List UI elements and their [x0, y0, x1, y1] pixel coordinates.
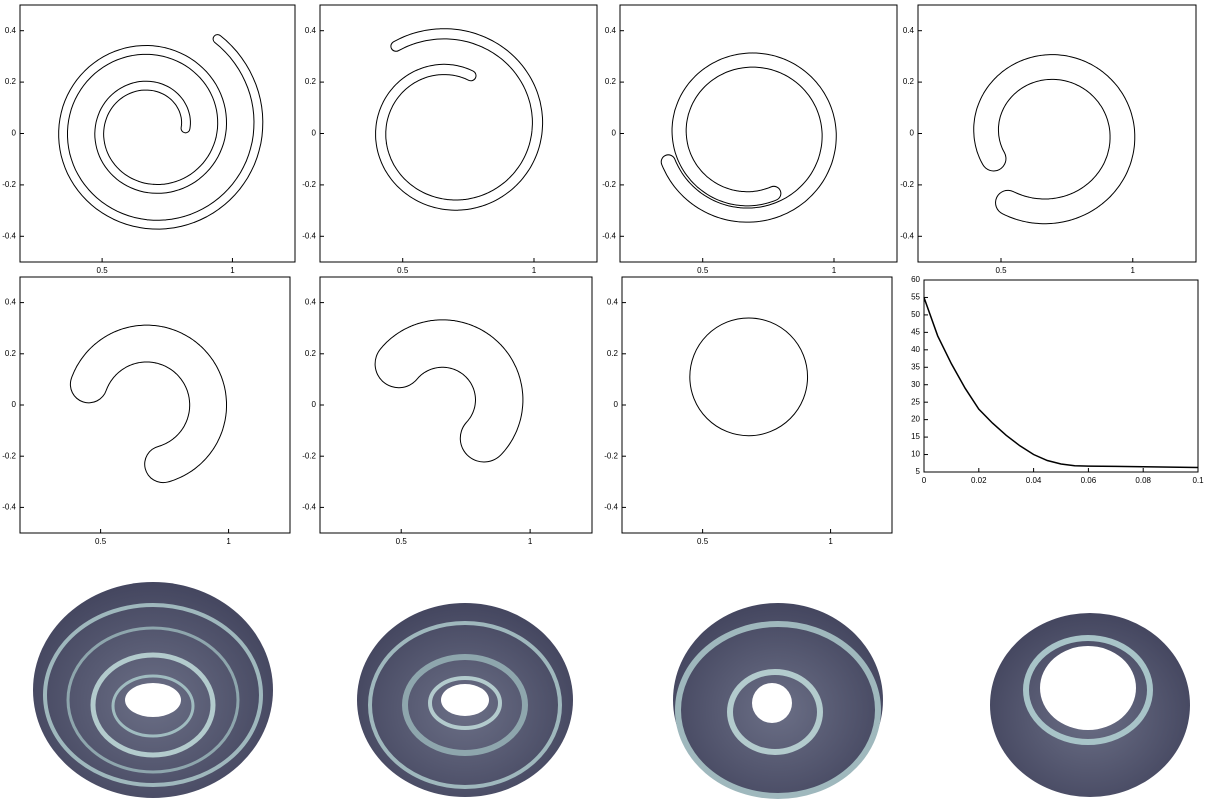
x-tick-label: 1: [230, 266, 235, 275]
y-tick-label: -0.4: [302, 231, 316, 240]
y-tick-label: 0.4: [305, 26, 317, 35]
y-tick-label: 5: [916, 467, 921, 476]
y-tick-label: -0.2: [302, 180, 316, 189]
x-tick-label: 0.5: [697, 537, 709, 546]
y-tick-label: -0.2: [302, 451, 316, 460]
y-tick-label: 0.4: [5, 298, 17, 307]
x-tick-label: 0.1: [1192, 476, 1204, 485]
x-tick-label: 0.5: [396, 537, 408, 546]
render-2: [357, 603, 573, 797]
x-tick-label: 1: [528, 537, 533, 546]
y-tick-label: 20: [911, 415, 920, 424]
curve-interior: [661, 53, 836, 222]
render-1: [33, 582, 273, 798]
y-tick-label: -0.2: [2, 180, 16, 189]
y-tick-label: 0: [12, 129, 17, 138]
y-tick-label: 10: [911, 450, 920, 459]
x-tick-label: 0.5: [397, 266, 409, 275]
y-tick-label: 0.4: [903, 26, 915, 35]
y-tick-label: 0: [12, 400, 17, 409]
y-tick-label: 0: [614, 400, 619, 409]
plot-frame: [621, 276, 893, 534]
x-tick-label: 1: [828, 537, 833, 546]
curve-interior: [70, 325, 227, 483]
y-tick-label: 0.4: [5, 26, 17, 35]
panel: 0.5 1 -0.4 -0.2 0 0.2 0.4: [900, 4, 1197, 275]
curve: [689, 317, 809, 437]
y-tick-label: 0: [312, 400, 317, 409]
y-tick-label: 45: [911, 327, 920, 336]
y-tick-label: -0.4: [604, 503, 618, 512]
x-tick-label: 0.5: [995, 266, 1007, 275]
plot-frame: [917, 4, 1197, 263]
x-tick-label: 0.02: [971, 476, 987, 485]
y-tick-label: -0.4: [2, 503, 16, 512]
y-tick-label: 25: [911, 397, 920, 406]
y-tick-label: 0.2: [5, 77, 17, 86]
curve-interior: [375, 320, 523, 462]
x-tick-label: 1: [832, 266, 837, 275]
x-tick-label: 1: [226, 537, 231, 546]
y-tick-label: 60: [911, 275, 920, 284]
plot-frame: [19, 276, 291, 534]
y-tick-label: -0.2: [604, 451, 618, 460]
x-tick-label: 1: [532, 266, 537, 275]
x-tick-label: 0.04: [1026, 476, 1042, 485]
plot-frame: [923, 279, 1199, 473]
y-tick-label: -0.2: [602, 180, 616, 189]
y-tick-label: 0: [910, 129, 915, 138]
y-tick-label: -0.2: [900, 180, 914, 189]
plot-frame: [319, 4, 598, 263]
y-tick-label: 0.2: [607, 349, 619, 358]
render-4: [990, 613, 1190, 797]
y-tick-label: 0.2: [5, 349, 17, 358]
panel: 0.5 1 -0.4 -0.2 0 0.2 0.4: [2, 4, 296, 275]
x-tick-label: 0.08: [1135, 476, 1151, 485]
y-tick-label: 40: [911, 345, 920, 354]
x-tick-label: 0.5: [697, 266, 709, 275]
panel: 0.5 1 -0.4 -0.2 0 0.2 0.4: [302, 4, 598, 275]
y-tick-label: 35: [911, 362, 920, 371]
panel: 0.5 1 -0.4 -0.2 0 0.2 0.4: [302, 276, 593, 546]
y-tick-label: 0.2: [903, 77, 915, 86]
panel: 0 0.02 0.04 0.06 0.08 0.1 5 10 15 20 25 30 35 40 45 50 5…: [911, 275, 1204, 485]
line: [923, 297, 1199, 469]
y-tick-label: 30: [911, 380, 920, 389]
y-tick-label: -0.2: [2, 451, 16, 460]
x-tick-label: 0: [922, 476, 927, 485]
y-tick-label: 50: [911, 310, 920, 319]
curve-interior: [59, 35, 263, 229]
y-tick-label: 0: [312, 129, 317, 138]
plot-frame: [619, 4, 898, 263]
y-tick-label: 0.4: [305, 298, 317, 307]
x-tick-label: 1: [1131, 266, 1136, 275]
panel: 0.5 1 -0.4 -0.2 0 0.2 0.4: [604, 276, 893, 546]
panel: 0.5 1 -0.4 -0.2 0 0.2 0.4: [602, 4, 898, 275]
curve-interior: [376, 29, 543, 210]
x-tick-label: 0.06: [1081, 476, 1097, 485]
y-tick-label: 0.4: [605, 26, 617, 35]
y-tick-label: 0.2: [305, 77, 317, 86]
plot-frame: [319, 276, 593, 534]
y-tick-label: 0: [612, 129, 617, 138]
y-tick-label: 55: [911, 293, 920, 302]
panel: 0.5 1 -0.4 -0.2 0 0.2 0.4: [2, 276, 291, 546]
x-tick-label: 0.5: [95, 537, 107, 546]
render-3: [673, 603, 883, 799]
y-tick-label: -0.4: [302, 503, 316, 512]
x-tick-label: 0.5: [97, 266, 109, 275]
curve-interior: [974, 55, 1135, 224]
y-tick-label: -0.4: [900, 231, 914, 240]
y-tick-label: 0.2: [605, 77, 617, 86]
y-tick-label: -0.4: [602, 231, 616, 240]
y-tick-label: -0.4: [2, 231, 16, 240]
y-tick-label: 0.2: [305, 349, 317, 358]
y-tick-label: 0.4: [607, 298, 619, 307]
y-tick-label: 15: [911, 432, 920, 441]
